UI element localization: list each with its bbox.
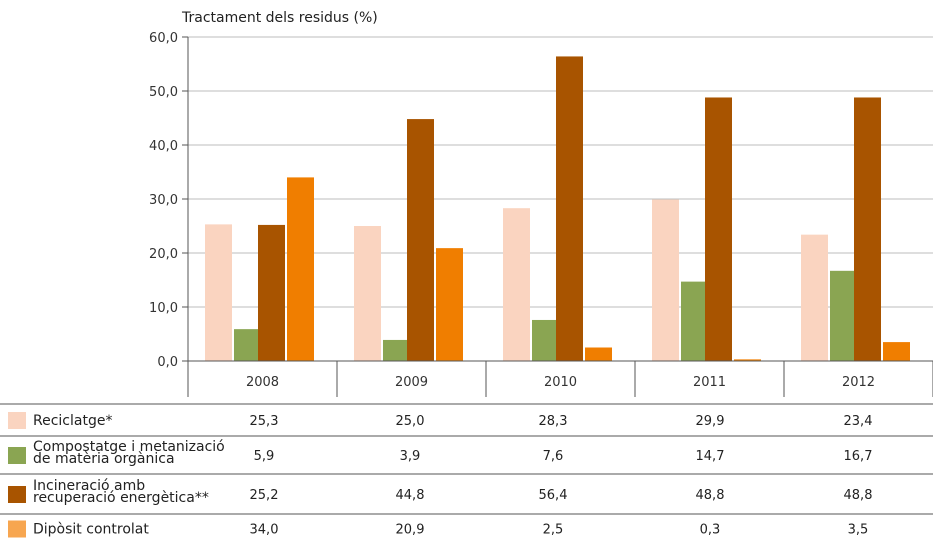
legend-swatch: [8, 447, 26, 464]
table-cell: 28,3: [539, 414, 568, 429]
bar: [556, 56, 583, 361]
row-label: Incineració amb: [33, 478, 145, 494]
legend-swatch: [8, 486, 26, 503]
table-cell: 20,9: [396, 523, 425, 538]
table-cell: 3,9: [400, 449, 421, 464]
x-tick-label: 2008: [246, 375, 279, 390]
table-cell: 25,3: [250, 414, 279, 429]
table-cell: 7,6: [543, 449, 564, 464]
row-label: de matèria orgànica: [33, 451, 175, 467]
x-tick-label: 2010: [544, 375, 577, 390]
bar: [234, 329, 261, 361]
bar: [585, 347, 612, 361]
y-tick-label: 20,0: [149, 247, 178, 262]
legend-swatch: [8, 412, 26, 429]
table-cell: 14,7: [696, 449, 725, 464]
table-cell: 29,9: [696, 414, 725, 429]
row-label: recuperació energètica**: [33, 490, 209, 506]
bar: [854, 97, 881, 361]
bar: [830, 270, 857, 361]
bar: [258, 224, 285, 361]
table-cell: 44,8: [396, 488, 425, 503]
table-cell: 34,0: [250, 523, 279, 538]
row-label: Compostatge i metanizació: [33, 439, 225, 455]
axes: 0,0 10,0 20,0 30,0 40,0 50,0 60,0 2008 2009 2010 2…: [149, 31, 933, 397]
bar: [205, 224, 232, 361]
data-table: Reciclatge* 25,3 25,0 28,3 29,9 23,4 Compostat…: [0, 403, 933, 538]
table-cell: 3,5: [848, 523, 869, 538]
y-tick-label: 60,0: [149, 31, 178, 46]
table-cell: 2,5: [543, 523, 564, 538]
table-cell: 25,2: [250, 488, 279, 503]
bar: [883, 342, 910, 361]
bar: [287, 177, 314, 361]
bar: [801, 234, 828, 361]
bars: [205, 56, 910, 361]
table-cell: 16,7: [844, 449, 873, 464]
x-tick-label: 2009: [395, 375, 428, 390]
y-tick-label: 0,0: [157, 355, 178, 370]
bar: [705, 97, 732, 361]
bar: [652, 199, 679, 361]
row-label: Dipòsit controlat: [33, 522, 149, 538]
chart-title: Tractament dels residus (%): [181, 10, 378, 26]
bar: [681, 281, 708, 361]
bar: [436, 248, 463, 361]
legend-swatch: [8, 520, 26, 538]
table-cell: 25,0: [396, 414, 425, 429]
bar: [734, 359, 761, 361]
y-tick-label: 40,0: [149, 139, 178, 154]
bar: [503, 208, 530, 361]
bar: [407, 119, 434, 361]
table-cell: 48,8: [844, 488, 873, 503]
bar: [354, 226, 381, 361]
y-tick-label: 30,0: [149, 193, 178, 208]
x-tick-label: 2012: [842, 375, 875, 390]
y-tick-label: 50,0: [149, 85, 178, 100]
table-cell: 23,4: [844, 414, 873, 429]
x-tick-label: 2011: [693, 375, 726, 390]
bar: [532, 319, 559, 361]
y-tick-label: 10,0: [149, 301, 178, 316]
row-label: Reciclatge*: [33, 413, 112, 429]
bar: [383, 339, 410, 361]
table-cell: 0,3: [700, 523, 721, 538]
table-cell: 56,4: [539, 488, 568, 503]
table-cell: 48,8: [696, 488, 725, 503]
table-cell: 5,9: [254, 449, 275, 464]
